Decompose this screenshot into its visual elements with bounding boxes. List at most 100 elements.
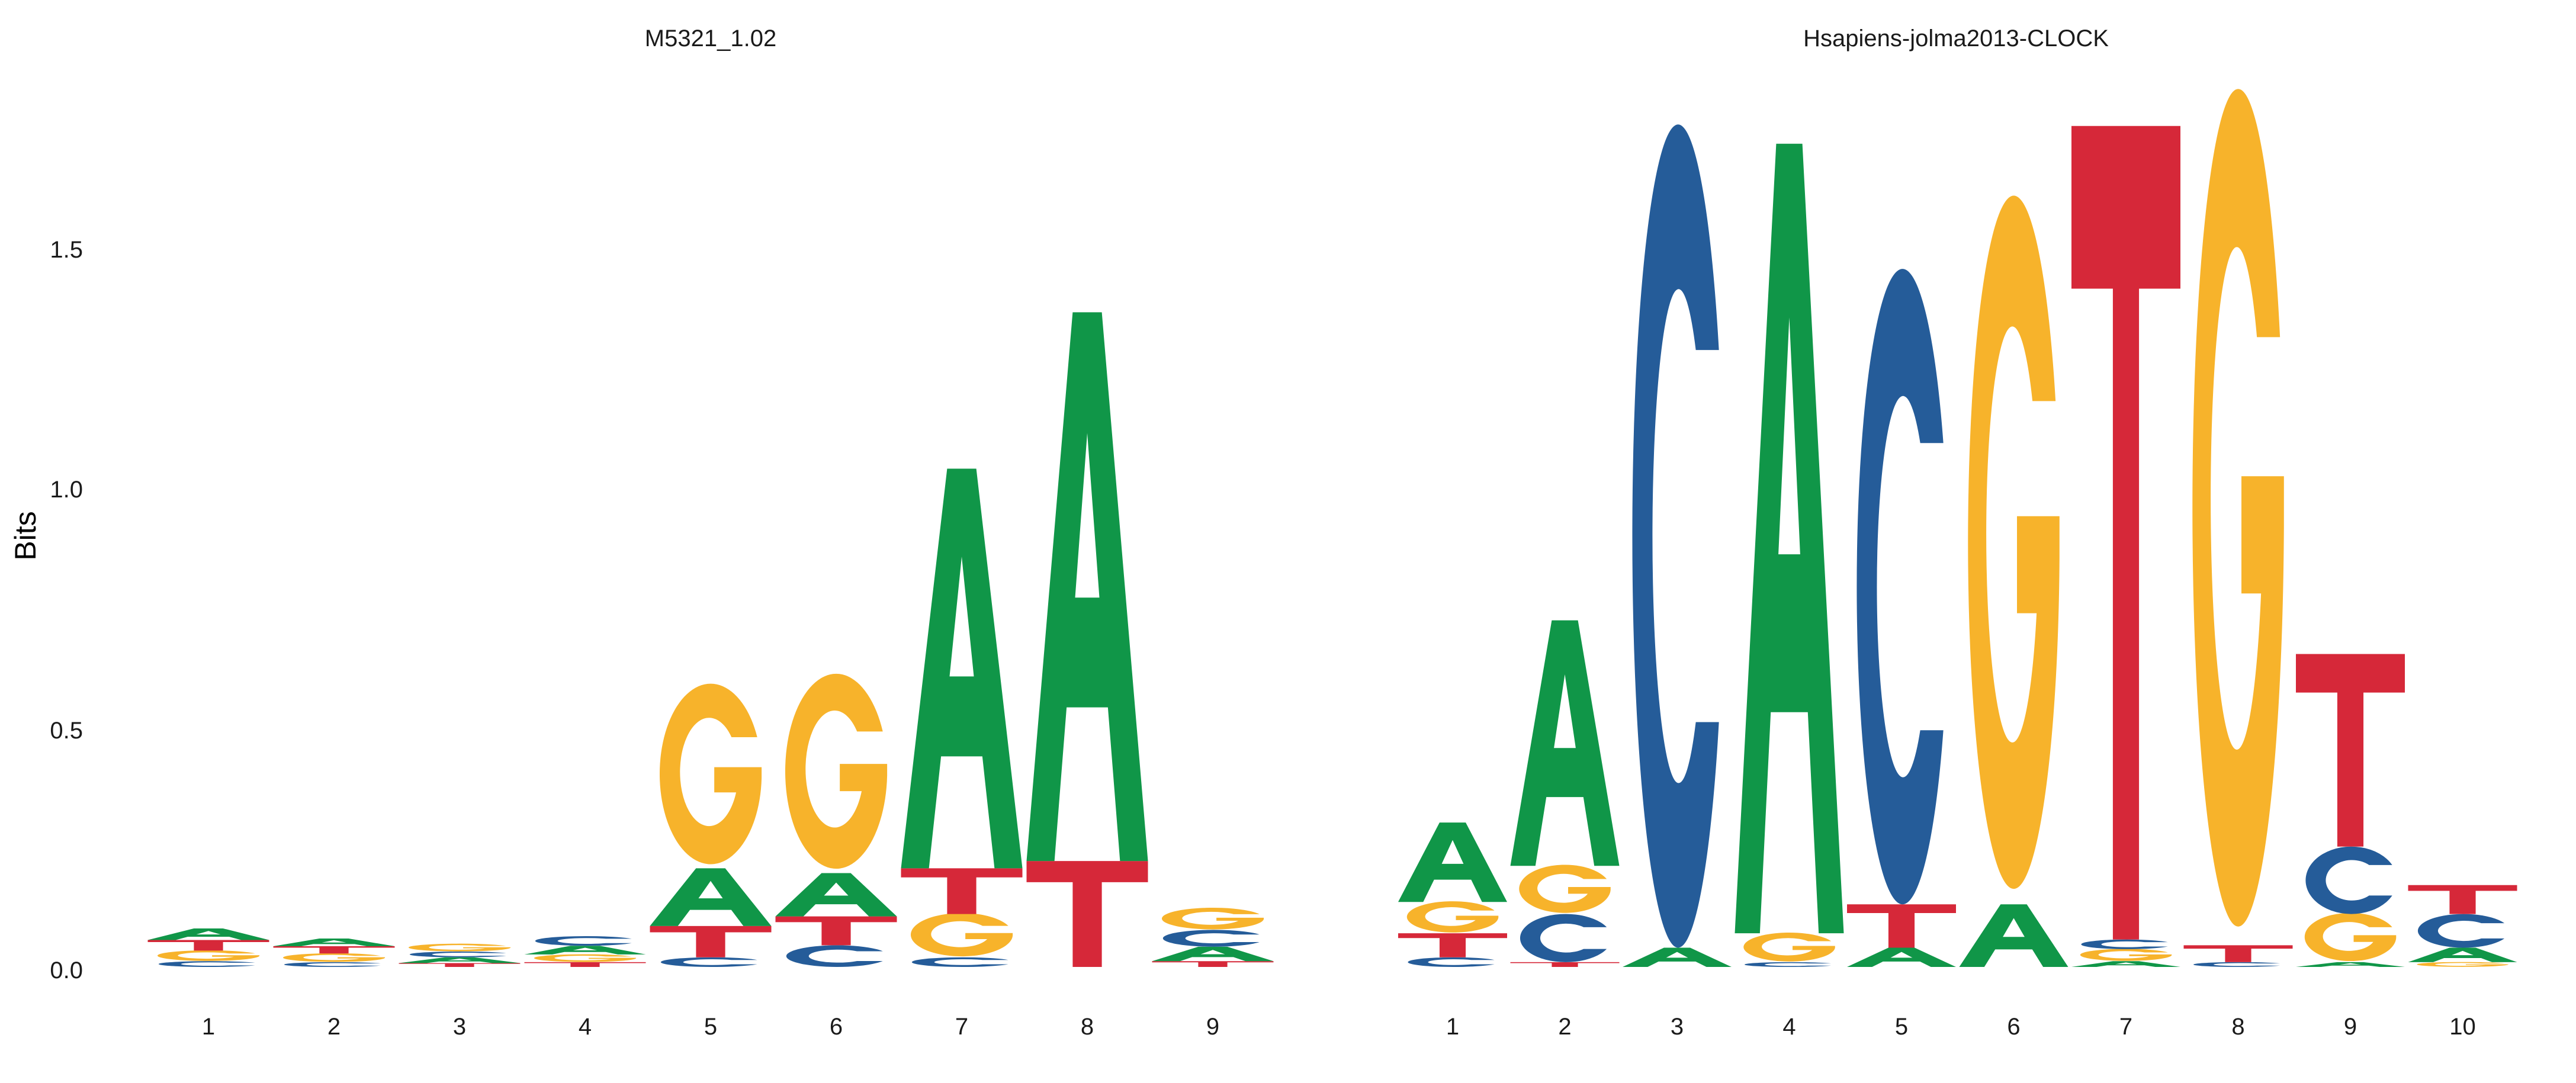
logo-letter-a [147,928,269,940]
y-axis-title: Bits [9,511,42,560]
logo-letter-a [273,939,395,947]
letter-stacks [147,312,1274,967]
x-tick-label: 7 [955,1014,968,1040]
logo-letter-c [1520,914,1607,962]
logo-letter-a [399,957,521,963]
logo-letter-t [273,946,395,954]
logo-letter-g [1519,865,1611,913]
x-tick-label: 8 [2231,1014,2244,1040]
y-tick-label: 0.0 [50,957,83,984]
logo-letter-a [1735,143,1844,934]
x-tick-label: 2 [1558,1014,1571,1040]
logo-letter-c [2193,962,2281,967]
x-tick-label: 4 [579,1014,592,1040]
logo-letter-g [2192,89,2284,927]
logo-letter-t [650,925,772,957]
logo-letter-a [901,468,1023,869]
panel-title: M5321_1.02 [645,25,776,52]
logo-letter-g [1968,195,2060,889]
logo-letter-t [399,963,521,967]
y-tick-label: 1.5 [50,237,83,263]
logo-letter-t [147,940,269,951]
logo-letter-c [2081,939,2168,949]
x-tick-label: 9 [2344,1014,2357,1040]
logo-letter-t [2183,945,2293,962]
logo-letter-t [901,868,1023,914]
logo-letter-t [1847,904,1956,948]
logo-letter-c [911,957,1008,967]
logo-letter-c [1856,269,1944,905]
logo-letter-t [2296,654,2405,847]
x-tick-label: 3 [453,1014,466,1040]
logo-letter-g [2080,949,2172,961]
y-tick-label: 0.5 [50,718,83,744]
x-tick-label: 10 [2449,1014,2476,1040]
logo-letter-c [660,957,757,967]
logo-letter-c [1162,930,1260,947]
logo-letter-t [775,916,897,946]
logo-letter-t [1026,861,1148,967]
logo-letter-c [284,962,381,967]
logo-letter-a [1510,620,1620,866]
x-tick-labels: 1 2 3 4 5 6 7 8 9 10 [1446,1014,2476,1040]
x-tick-label: 9 [1206,1014,1219,1040]
logo-letter-a [2296,962,2405,967]
logo-letter-t [1152,961,1274,967]
logo-letter-g [785,673,888,869]
x-tick-label: 6 [830,1014,843,1040]
x-tick-label: 2 [327,1014,341,1040]
x-tick-label: 3 [1671,1014,1684,1040]
logo-letter-c [2305,846,2392,914]
x-tick-labels: 1 2 3 4 5 6 7 8 9 [202,1014,1219,1040]
logo-letter-g [2417,962,2508,967]
x-tick-label: 4 [1782,1014,1796,1040]
logo-letter-g [2304,912,2397,962]
logo-letter-t [2071,126,2180,940]
logo-letter-a [2071,961,2180,967]
logo-letter-a [2408,947,2517,962]
logo-letter-g [408,943,511,952]
logo-letter-a [650,868,772,926]
logo-letter-g [910,912,1013,957]
logo-letter-c [1408,957,1495,967]
logo-letter-g [282,953,386,962]
logo-letter-a [775,873,897,917]
logo-letter-g [1743,933,1835,962]
letter-stacks [1398,89,2517,967]
logo-letter-a [524,946,646,955]
logo-letter-g [1161,907,1264,930]
logo-letter-c [2417,914,2505,948]
logo-letter-a [1623,947,1732,967]
logo-letter-t [1398,933,1507,957]
logo-letter-a [1847,947,1956,967]
logo-letter-a [1152,946,1274,962]
logo-letter-g [534,954,637,962]
logo-letter-c [535,936,632,946]
logo-letter-t [2408,885,2517,914]
x-tick-label: 5 [1895,1014,1908,1040]
logo-panel-m5321: M5321_1.02 Bits 0.0 0.5 1.0 1.5 1 2 3 4 5 6 7 8… [9,25,1274,1040]
logo-letter-t [524,962,646,967]
logo-letter-a [1959,904,2068,967]
x-tick-label: 6 [2007,1014,2020,1040]
logo-letter-g [1406,901,1499,933]
logo-letter-c [409,951,506,957]
panel-title: Hsapiens-jolma2013-CLOCK [1803,25,2109,52]
logo-letter-t [1510,962,1620,967]
x-tick-label: 7 [2119,1014,2132,1040]
logo-letter-c [1632,124,1719,948]
x-tick-label: 1 [1446,1014,1459,1040]
logo-letter-a [1398,822,1507,902]
logo-letter-c [1744,962,1832,967]
x-tick-label: 1 [202,1014,215,1040]
logo-letter-a [1026,312,1148,862]
y-tick-label: 1.0 [50,477,83,503]
logo-letter-c [158,961,255,967]
logo-letter-c [786,945,883,967]
logo-letter-g [659,683,762,865]
x-tick-label: 8 [1081,1014,1094,1040]
logo-panel-clock: Hsapiens-jolma2013-CLOCK 1 2 3 4 5 6 7 8 9 10 [1398,25,2517,1040]
x-tick-label: 5 [704,1014,717,1040]
